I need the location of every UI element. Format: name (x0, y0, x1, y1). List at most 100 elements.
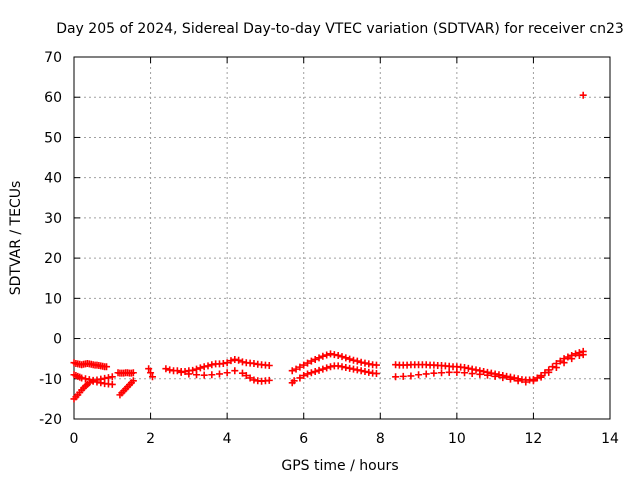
data-point (315, 366, 323, 374)
data-point (342, 354, 350, 362)
data-point (208, 361, 216, 369)
data-point (319, 365, 327, 373)
data-point (323, 351, 331, 359)
data-point (353, 366, 361, 374)
y-tick-label: 40 (44, 171, 62, 187)
data-point (103, 363, 111, 371)
data-point (568, 355, 576, 363)
data-point (104, 374, 112, 382)
x-tick-label: 10 (448, 431, 466, 447)
data-point (93, 378, 101, 386)
data-point (529, 377, 537, 385)
x-tick-label: 4 (223, 431, 232, 447)
data-point (572, 350, 580, 358)
data-point (148, 373, 156, 381)
data-point (522, 378, 530, 386)
data-point (319, 352, 327, 360)
data-point (193, 371, 201, 379)
data-point (537, 373, 545, 381)
data-point (533, 374, 541, 382)
data-point (108, 380, 116, 388)
data-point (342, 364, 350, 372)
y-tick-label: 20 (44, 251, 62, 267)
data-point (315, 354, 323, 362)
data-point (392, 373, 400, 381)
data-point (97, 379, 105, 387)
data-point (265, 362, 273, 370)
data-points (70, 91, 587, 403)
data-point (487, 369, 495, 377)
data-point (564, 353, 572, 361)
data-point (250, 376, 258, 384)
y-axis-label: SDTVAR / TECUs (8, 181, 24, 296)
data-point (196, 364, 204, 372)
data-point (480, 368, 488, 376)
data-point (430, 369, 438, 377)
data-point (349, 365, 357, 373)
chart-title: Day 205 of 2024, Sidereal Day-to-day VTE… (56, 21, 624, 37)
data-point (246, 374, 254, 382)
data-point (181, 368, 189, 376)
data-point (89, 377, 97, 385)
y-tick-label: 10 (44, 291, 62, 307)
data-point (173, 367, 181, 375)
data-point (231, 367, 239, 375)
data-point (506, 375, 514, 383)
x-tick-label: 8 (376, 431, 385, 447)
data-point (311, 368, 319, 376)
data-point (166, 366, 174, 374)
data-point (579, 91, 587, 99)
data-point (129, 369, 137, 377)
data-point (238, 369, 246, 377)
data-point (81, 375, 89, 383)
data-point (495, 371, 503, 379)
data-point (235, 356, 243, 364)
data-point (296, 374, 304, 382)
data-point (296, 363, 304, 371)
data-point (438, 369, 446, 377)
data-point (346, 364, 354, 372)
data-point (476, 370, 484, 378)
data-point (327, 363, 335, 371)
data-point (292, 365, 300, 373)
data-point (556, 357, 564, 365)
data-point (545, 368, 553, 376)
data-point (579, 351, 587, 359)
x-tick-label: 6 (299, 431, 308, 447)
data-point (307, 357, 315, 365)
x-tick-labels: 0 2 4 6 8 10 12 14 (70, 431, 619, 447)
data-point (349, 356, 357, 364)
data-point (461, 369, 469, 377)
data-point (346, 355, 354, 363)
data-point (227, 357, 235, 365)
data-point (372, 361, 380, 369)
data-point (323, 364, 331, 372)
data-point (453, 368, 461, 376)
data-point (552, 364, 560, 372)
axis-ticks (73, 56, 611, 420)
x-tick-label: 0 (70, 431, 79, 447)
x-tick-label: 14 (601, 431, 619, 447)
data-point (357, 367, 365, 375)
data-point (250, 359, 258, 367)
data-point (357, 358, 365, 366)
data-point (304, 370, 312, 378)
data-point (464, 364, 472, 372)
data-point (108, 373, 116, 381)
data-point (338, 363, 346, 371)
data-point (177, 368, 185, 376)
data-point (307, 369, 315, 377)
data-point (304, 359, 312, 367)
data-point (330, 351, 338, 359)
y-tick-label: 70 (44, 50, 62, 66)
data-point (145, 365, 153, 373)
data-point (288, 379, 296, 387)
data-point (499, 374, 507, 382)
y-tick-label: 60 (44, 90, 62, 106)
data-point (415, 371, 423, 379)
data-point (185, 370, 193, 378)
data-point (334, 351, 342, 359)
data-point (483, 371, 491, 379)
y-tick-label: 50 (44, 130, 62, 146)
